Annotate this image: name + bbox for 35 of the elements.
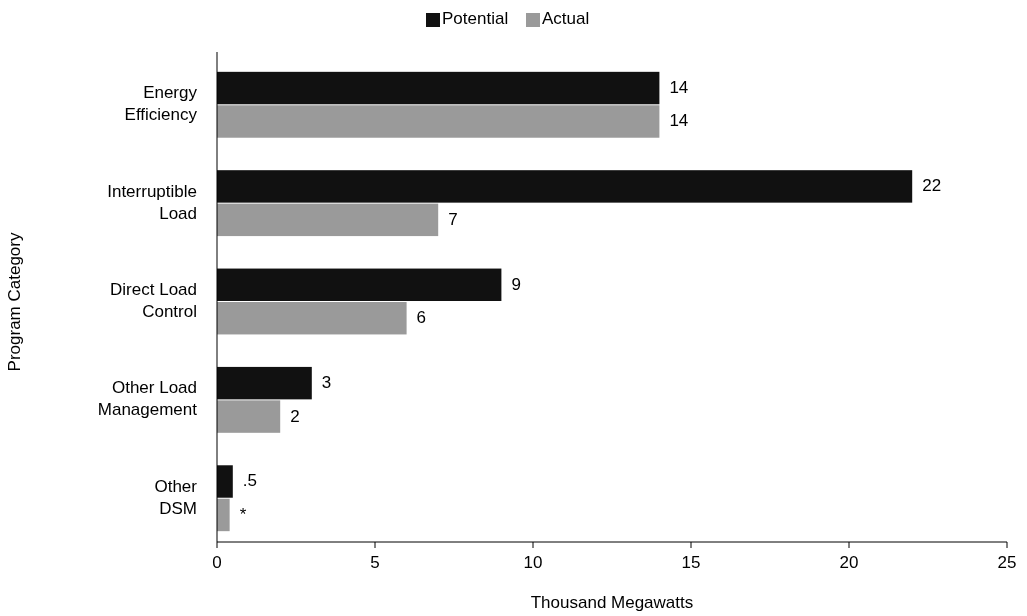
x-tick-label: 25: [997, 553, 1017, 572]
bar: [217, 366, 312, 400]
x-tick-label: 20: [839, 553, 859, 572]
data-label: 14: [669, 78, 689, 98]
data-label: 14: [669, 111, 689, 131]
bar: [217, 71, 660, 105]
data-label: 9: [511, 274, 521, 294]
legend-label: Actual: [542, 9, 590, 29]
y-tick-label: Other Load Management: [97, 378, 198, 420]
data-label: 3: [321, 373, 332, 393]
x-tick-label: 0: [212, 553, 222, 572]
bar: [217, 105, 660, 138]
bar: [217, 203, 439, 237]
y-tick-label: Interruptible Load: [107, 182, 197, 224]
bar: [217, 170, 913, 203]
data-label: 22: [922, 176, 942, 196]
y-tick-label: Other DSM: [154, 477, 198, 519]
bar: [217, 465, 233, 498]
x-tick-label: 5: [370, 553, 380, 572]
x-axis-title: Thousand Megawatts: [530, 593, 694, 612]
data-label: 6: [416, 308, 427, 328]
bar: [217, 268, 502, 301]
bar: [217, 400, 281, 433]
bar: [217, 302, 407, 335]
x-tick-label: 15: [681, 553, 701, 572]
x-tick-label: 10: [523, 553, 543, 572]
y-axis-title: Program Category: [5, 232, 24, 372]
y-tick-label: Direct Load Control: [110, 280, 197, 322]
legend-label: Potential: [442, 9, 509, 29]
data-label: .5: [242, 471, 257, 491]
data-label: 2: [290, 406, 300, 426]
y-tick-label: Energy Efficiency: [124, 83, 198, 125]
data-label: *: [239, 504, 247, 524]
bar: [217, 498, 230, 532]
data-label: 7: [448, 209, 458, 229]
